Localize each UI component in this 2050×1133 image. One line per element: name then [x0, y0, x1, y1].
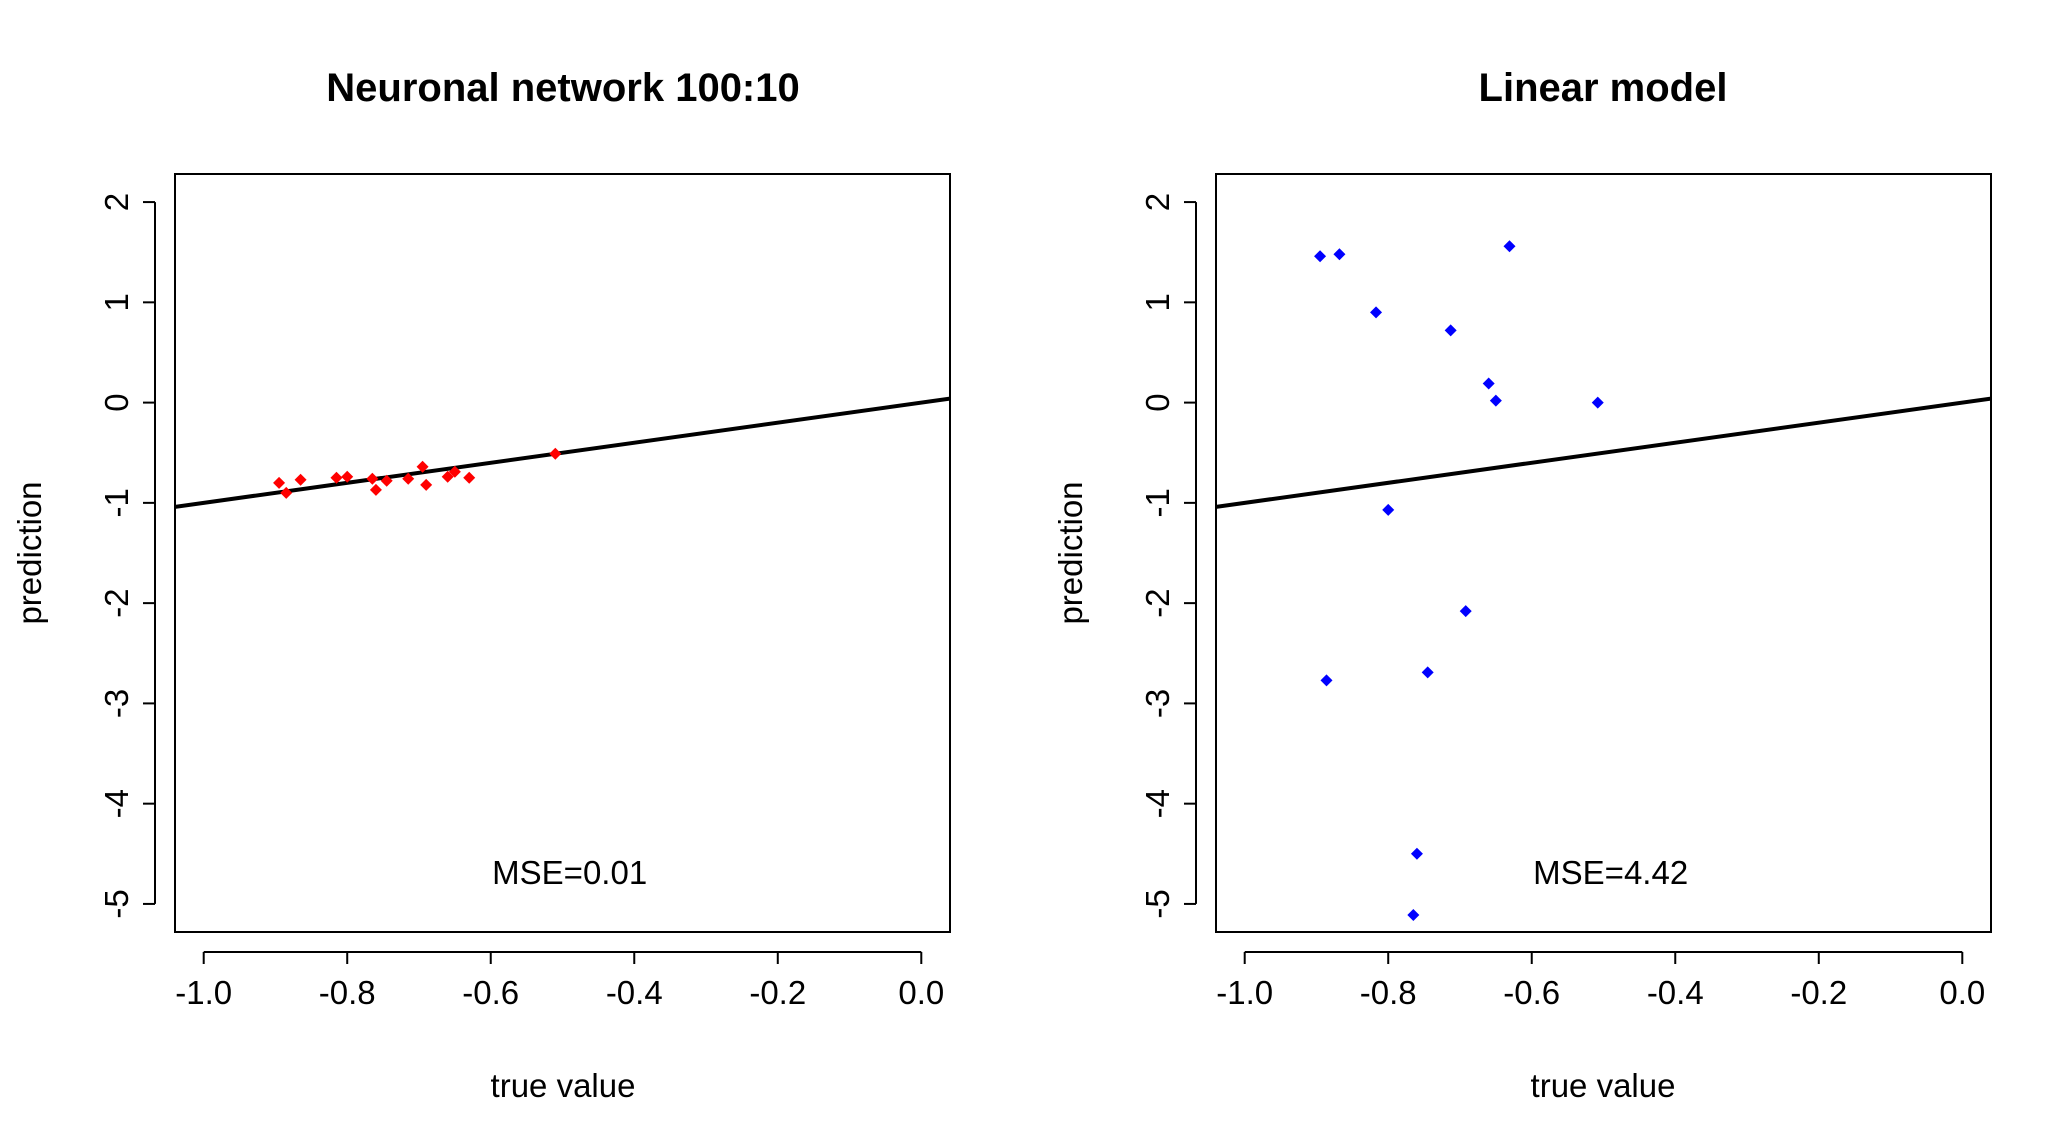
data-point	[1320, 674, 1333, 687]
x-tick-label: 0.0	[898, 974, 944, 1011]
data-point	[280, 486, 293, 499]
data-point	[369, 483, 382, 496]
x-tick-label: -1.0	[175, 974, 232, 1011]
data-point	[549, 447, 562, 460]
y-tick-label: 2	[1139, 193, 1176, 211]
data-point	[1333, 248, 1346, 261]
y-axis-label: prediction	[1052, 481, 1089, 624]
data-point	[1314, 250, 1327, 263]
x-tick-label: -0.6	[1503, 974, 1560, 1011]
plot-frame	[174, 173, 951, 933]
data-point	[420, 478, 433, 491]
data-point	[1382, 503, 1395, 516]
data-point	[366, 472, 379, 485]
data-point	[402, 472, 415, 485]
y-tick-label: 0	[1139, 393, 1176, 411]
chart-title: Neuronal network 100:10	[326, 66, 800, 110]
plot-frame	[1215, 173, 1992, 933]
data-point	[448, 465, 461, 478]
y-ticks: -5 -4 -3 -2 -1 0 1 2	[98, 193, 155, 919]
data-point	[294, 473, 307, 486]
data-point	[1407, 908, 1420, 921]
y-tick-label: -1	[98, 488, 135, 517]
y-tick-label: 2	[98, 193, 135, 211]
data-point	[1370, 306, 1383, 319]
y-tick-label: 1	[1139, 293, 1176, 311]
x-axis-label: true value	[1531, 1067, 1676, 1104]
x-tick-label: -0.2	[749, 974, 806, 1011]
scatter-points	[1314, 240, 1604, 921]
x-tick-label: -0.8	[319, 974, 376, 1011]
x-ticks: -1.0 -0.8 -0.6 -0.4 -0.2 0.0	[1216, 952, 1985, 1011]
x-ticks: -1.0 -0.8 -0.6 -0.4 -0.2 0.0	[175, 952, 944, 1011]
y-tick-label: -4	[1139, 789, 1176, 818]
panel-neuronal-network: Neuronal network 100:10 prediction true …	[11, 66, 951, 1104]
data-point	[1444, 324, 1457, 337]
y-tick-label: -1	[1139, 488, 1176, 517]
mse-annotation: MSE=0.01	[492, 854, 647, 891]
data-point	[441, 470, 454, 483]
y-tick-label: -5	[1139, 889, 1176, 918]
data-point	[380, 474, 393, 487]
data-point	[341, 470, 354, 483]
mse-annotation: MSE=4.42	[1533, 854, 1688, 891]
data-point	[1503, 240, 1516, 253]
x-tick-label: -0.2	[1790, 974, 1847, 1011]
data-point	[330, 471, 343, 484]
y-tick-label: -3	[1139, 689, 1176, 718]
x-tick-label: 0.0	[1939, 974, 1985, 1011]
y-tick-label: -2	[1139, 588, 1176, 617]
data-point	[1591, 396, 1604, 409]
x-tick-label: -0.8	[1360, 974, 1417, 1011]
identity-line	[1216, 396, 1991, 509]
y-ticks: -5 -4 -3 -2 -1 0 1 2	[1139, 193, 1196, 919]
scatter-points	[273, 447, 562, 499]
data-point	[1459, 605, 1472, 618]
data-point	[273, 476, 286, 489]
data-point	[1489, 394, 1502, 407]
x-tick-label: -0.4	[1647, 974, 1704, 1011]
x-tick-label: -0.4	[606, 974, 663, 1011]
data-point	[463, 471, 476, 484]
panel-linear-model: Linear model prediction true value -5-4-…	[1052, 66, 1992, 1104]
x-axis-label: true value	[491, 1067, 636, 1104]
y-axis-label: prediction	[11, 481, 48, 624]
y-tick-label: -4	[98, 789, 135, 818]
x-tick-label: -0.6	[462, 974, 519, 1011]
y-tick-label: -5	[98, 889, 135, 918]
y-tick-label: -3	[98, 689, 135, 718]
x-tick-label: -1.0	[1216, 974, 1273, 1011]
chart-title: Linear model	[1479, 66, 1728, 110]
data-point	[1482, 377, 1495, 390]
y-tick-label: 0	[98, 393, 135, 411]
identity-line	[175, 396, 950, 509]
y-tick-label: 1	[98, 293, 135, 311]
data-point	[1410, 847, 1423, 860]
data-point	[1421, 666, 1434, 679]
data-point	[416, 460, 429, 473]
y-tick-label: -2	[98, 588, 135, 617]
